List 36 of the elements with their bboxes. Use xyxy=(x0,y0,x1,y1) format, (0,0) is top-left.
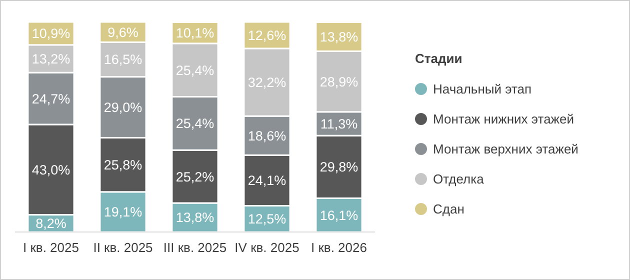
data-label: 8,2% xyxy=(36,216,66,232)
x-tick-label: I кв. 2026 xyxy=(311,240,367,255)
data-label: 10,1% xyxy=(176,26,214,41)
data-label: 16,5% xyxy=(104,52,142,68)
data-label: 13,8% xyxy=(176,210,214,226)
data-label: 12,6% xyxy=(248,28,286,43)
data-label: 43,0% xyxy=(32,162,70,178)
x-tick-label: IV кв. 2025 xyxy=(234,240,300,255)
data-label: 9,6% xyxy=(108,24,138,40)
legend-label: Сдан xyxy=(433,202,464,217)
legend-label: Монтаж нижних этажей xyxy=(433,112,574,127)
data-label: 25,4% xyxy=(176,116,214,132)
data-label: 13,8% xyxy=(320,29,358,44)
data-label: 25,2% xyxy=(176,169,214,184)
data-label: 24,1% xyxy=(248,173,286,188)
x-tick-label: II кв. 2025 xyxy=(93,240,153,255)
data-label: 25,8% xyxy=(104,158,142,173)
data-label: 25,4% xyxy=(176,62,214,78)
x-tick-label: I кв. 2025 xyxy=(23,240,79,255)
legend-label: Отделка xyxy=(433,172,485,187)
data-label: 24,7% xyxy=(32,91,70,106)
data-label: 16,1% xyxy=(320,208,358,223)
data-label: 29,0% xyxy=(104,100,142,115)
x-tick-label: III кв. 2025 xyxy=(163,240,227,255)
data-label: 11,3% xyxy=(320,116,358,132)
data-label: 29,8% xyxy=(320,160,358,175)
data-label: 12,5% xyxy=(248,212,286,227)
data-label: 32,2% xyxy=(248,74,286,90)
legend-label: Начальный этап xyxy=(433,82,532,97)
legend-label: Монтаж верхних этажей xyxy=(433,142,578,157)
data-label: 18,6% xyxy=(248,128,286,144)
legend-title: Стадии xyxy=(415,51,462,66)
data-label: 10,9% xyxy=(32,26,70,42)
data-label: 13,2% xyxy=(32,51,70,66)
data-label: 19,1% xyxy=(104,204,142,220)
data-label: 28,9% xyxy=(320,74,358,90)
